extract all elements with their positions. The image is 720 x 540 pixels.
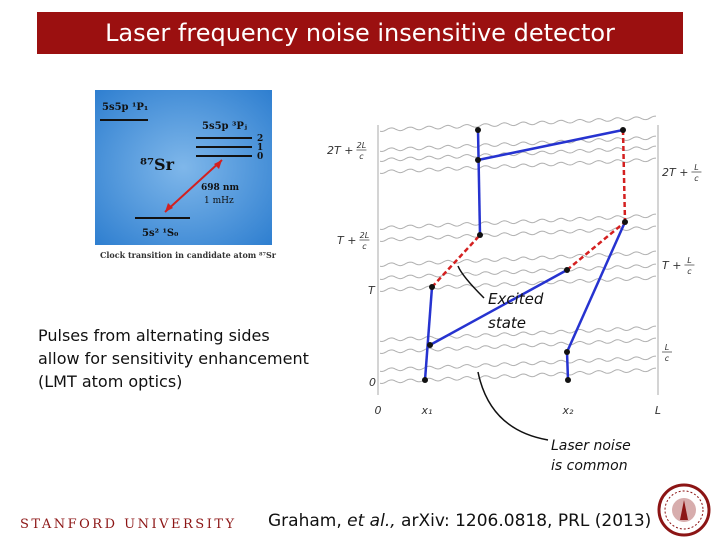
pulse-dot	[475, 157, 481, 163]
time-label-num: 2L	[357, 141, 367, 150]
time-label-den: c	[687, 267, 692, 276]
time-label: 0	[369, 376, 376, 389]
level-label: 5s5p ¹P₁	[102, 102, 148, 113]
light-pulse	[379, 325, 657, 343]
light-pulse	[379, 367, 657, 385]
light-pulse	[379, 275, 657, 293]
time-label: 2T +	[662, 166, 688, 179]
transition-arrow	[164, 159, 223, 213]
annotation-pointer	[477, 371, 549, 441]
x-label: L	[655, 404, 661, 417]
linewidth-label: 1 mHz	[204, 196, 234, 206]
slide-title: Laser frequency noise insensitive detect…	[105, 19, 615, 47]
sublevel-label: 2	[257, 134, 263, 144]
time-label-num: L	[665, 343, 669, 352]
time-label-den: c	[359, 152, 364, 161]
atom-path	[429, 268, 568, 347]
light-pulse	[379, 250, 657, 268]
time-label: T +	[662, 259, 681, 272]
body-text: Pulses from alternating sides	[38, 326, 270, 345]
body-text: allow for sensitivity enhancement	[38, 349, 309, 368]
light-pulse	[379, 157, 657, 175]
annotation: Excited	[488, 290, 544, 308]
time-label-den: c	[665, 354, 670, 363]
atom-path	[423, 286, 434, 381]
light-pulse	[379, 213, 657, 231]
atom-path	[477, 128, 624, 162]
atom-path	[565, 351, 570, 381]
atom-path	[565, 221, 627, 353]
time-label-num: L	[694, 163, 698, 172]
pulse-dot	[564, 349, 570, 355]
annotation: state	[488, 314, 526, 332]
time-label: T	[368, 284, 376, 297]
light-pulse	[379, 225, 657, 243]
pulse-dot	[477, 232, 483, 238]
level-label: 5s5p ³Pⱼ	[202, 121, 247, 132]
light-pulse	[379, 337, 657, 355]
excited-path	[566, 221, 626, 271]
light-pulse	[379, 135, 657, 153]
light-pulse	[379, 115, 657, 133]
citation: Graham, et al., arXiv: 1206.0818, PRL (2…	[268, 511, 651, 531]
pulse-dot	[622, 219, 628, 225]
x-label: x₂	[562, 404, 575, 417]
energy-diagram: 5s5p ¹P₁ 5s5p ³Pⱼ 2 1 0 ⁸⁷Sr 698 nm 1 mH…	[95, 90, 277, 260]
pulse-dot	[422, 377, 428, 383]
pulse-dot	[564, 267, 570, 273]
light-pulse	[379, 263, 657, 281]
time-label: 2T +	[327, 144, 353, 157]
pulse-dot	[620, 127, 626, 133]
annotation-pointer	[457, 265, 485, 299]
sublevel-label: 0	[257, 152, 263, 162]
arrowhead	[165, 203, 173, 212]
citation-part: Graham,	[268, 511, 342, 531]
x-label: 0	[375, 404, 382, 417]
citation-part: et al.,	[347, 511, 395, 531]
light-pulse	[379, 145, 657, 163]
citation-part: arXiv: 1206.0818, PRL (2013)	[401, 511, 651, 531]
level-label: 5s² ¹S₀	[142, 228, 179, 239]
annotation: Laser noise	[551, 438, 631, 454]
time-label-num: 2L	[360, 231, 370, 240]
annotation: is common	[551, 458, 628, 474]
pulse-dot	[475, 127, 481, 133]
body-text: (LMT atom optics)	[38, 372, 182, 391]
diagram-background	[95, 90, 272, 245]
time-label-den: c	[362, 242, 367, 251]
light-pulse	[379, 355, 657, 373]
atom-label: ⁸⁷Sr	[140, 155, 175, 174]
pulse-dot	[427, 342, 433, 348]
wavelength-label: 698 nm	[201, 183, 239, 193]
time-label: T +	[337, 234, 356, 247]
title-bar	[37, 12, 683, 54]
pulse-dot	[565, 377, 571, 383]
arrowhead	[214, 160, 222, 169]
atom-path	[476, 129, 482, 236]
excited-path	[621, 129, 627, 223]
sublevel-label: 1	[257, 143, 263, 153]
x-label: x₁	[421, 404, 433, 417]
diagram-caption: Clock transition in candidate atom ⁸⁷Sr	[100, 250, 277, 260]
time-label-den: c	[694, 174, 699, 183]
pulse-dot	[429, 284, 435, 290]
university-seal	[657, 483, 711, 537]
footer-logo-text: STANFORD UNIVERSITY	[20, 517, 237, 532]
excited-path	[431, 234, 481, 288]
time-label-num: L	[687, 256, 691, 265]
